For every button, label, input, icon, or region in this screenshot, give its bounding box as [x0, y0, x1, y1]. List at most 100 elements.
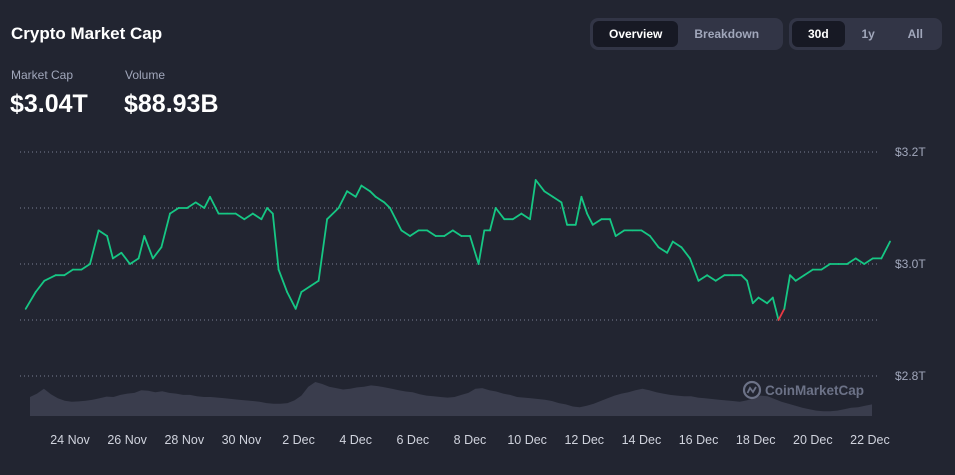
price-line-segment — [160, 212, 171, 249]
price-line-segment — [243, 212, 254, 221]
price-line-segment — [106, 235, 114, 260]
grid-lines — [20, 151, 878, 377]
price-line-segment — [534, 179, 546, 193]
y-tick-label: $3.0T — [895, 257, 926, 271]
x-tick-label: 26 Nov — [107, 433, 147, 447]
price-line-segment — [640, 229, 651, 237]
price-line-segment — [326, 207, 340, 221]
price-line-segment — [489, 207, 497, 232]
price-line-segment — [143, 235, 154, 260]
price-line-segment — [580, 195, 588, 215]
price-line-segment — [24, 291, 37, 310]
tab-overview[interactable]: Overview — [593, 21, 679, 47]
price-line-segment — [714, 274, 726, 282]
price-line-segment — [494, 207, 506, 221]
price-line-segment — [63, 268, 74, 277]
price-line-segment — [689, 257, 700, 282]
range-30d-button[interactable]: 30d — [792, 21, 845, 47]
price-line-segment — [560, 201, 568, 226]
price-line-segment — [520, 212, 531, 221]
price-line-segment — [369, 190, 377, 198]
x-tick-label: 24 Nov — [50, 433, 90, 447]
price-line-segment — [337, 190, 349, 209]
price-line — [24, 179, 891, 321]
price-line-segment — [286, 291, 297, 310]
market-cap-value: $3.04T — [10, 90, 88, 118]
x-tick-label: 28 Nov — [164, 433, 204, 447]
price-line-segment — [777, 307, 786, 321]
price-line-segment — [469, 235, 480, 265]
price-line-segment — [551, 195, 563, 204]
price-line-segment — [880, 240, 891, 260]
price-line-segment — [766, 296, 774, 305]
price-line-segment — [277, 268, 289, 293]
price-line-segment — [740, 274, 748, 282]
price-line-segment — [43, 274, 57, 282]
price-line-segment — [300, 285, 311, 293]
price-line-segment — [400, 229, 411, 237]
price-line-segment — [203, 195, 211, 209]
price-line-segment — [863, 257, 874, 265]
price-line-segment — [271, 212, 280, 271]
x-tick-label: 30 Nov — [222, 433, 262, 447]
market-cap-label: Market Cap — [11, 68, 74, 82]
price-line-segment — [129, 257, 140, 265]
price-line-segment — [309, 279, 320, 288]
price-line-segment — [209, 195, 220, 215]
price-line-segment — [649, 235, 660, 249]
price-line-segment — [846, 257, 857, 265]
x-tick-label: 22 Dec — [850, 433, 890, 447]
x-tick-label: 18 Dec — [736, 433, 776, 447]
price-line-segment — [794, 274, 806, 282]
price-line-segment — [671, 240, 683, 249]
x-tick-label: 6 Dec — [397, 433, 430, 447]
price-line-segment — [186, 201, 197, 209]
price-line-segment — [260, 207, 269, 221]
price-line-segment — [574, 195, 583, 226]
price-line-segment — [529, 179, 537, 221]
price-line-segment — [697, 274, 708, 282]
price-line-segment — [854, 257, 866, 265]
x-tick-label: 12 Dec — [564, 433, 604, 447]
coinmarketcap-logo-icon — [742, 380, 762, 400]
price-line-segment — [374, 195, 386, 204]
price-line-segment — [389, 207, 397, 221]
y-axis: $3.2T $3.0T $2.8T — [895, 145, 926, 383]
price-line-segment — [451, 229, 463, 237]
price-line-segment — [89, 229, 100, 265]
price-line-segment — [194, 201, 206, 209]
price-line-segment — [609, 218, 617, 237]
price-line-segment — [803, 268, 814, 277]
price-line-segment — [771, 296, 780, 321]
price-line-segment — [151, 246, 163, 260]
price-line-segment — [751, 296, 760, 305]
price-line-segment — [346, 190, 357, 198]
price-line-segment — [360, 184, 371, 193]
range-1y-button[interactable]: 1y — [861, 27, 875, 41]
price-line-segment — [680, 246, 691, 260]
price-line-segment — [97, 229, 108, 237]
price-line-segment — [706, 274, 717, 282]
range-all-button[interactable]: All — [907, 27, 923, 41]
x-tick-label: 4 Dec — [339, 433, 372, 447]
price-line-segment — [443, 229, 454, 237]
volume-value: $88.93B — [124, 90, 219, 118]
volume-label: Volume — [125, 68, 166, 82]
price-line-segment — [34, 279, 46, 293]
x-tick-label: 16 Dec — [679, 433, 719, 447]
x-tick-label: 10 Dec — [507, 433, 547, 447]
price-line-segment — [783, 274, 791, 310]
x-tick-label: 20 Dec — [793, 433, 833, 447]
x-axis: 24 Nov 26 Nov 28 Nov 30 Nov 2 Dec 4 Dec 6 Dec 8… — [50, 433, 890, 447]
price-line-segment — [409, 229, 420, 237]
page-title: Crypto Market Cap — [11, 24, 163, 43]
price-line-segment — [137, 235, 146, 260]
x-tick-label: 14 Dec — [622, 433, 662, 447]
y-tick-label: $3.2T — [895, 145, 926, 159]
price-line-segment — [614, 229, 626, 237]
price-line-segment — [591, 218, 603, 226]
tab-breakdown[interactable]: Breakdown — [694, 27, 760, 41]
watermark-text: CoinMarketCap — [765, 383, 864, 398]
price-line-segment — [426, 229, 437, 237]
